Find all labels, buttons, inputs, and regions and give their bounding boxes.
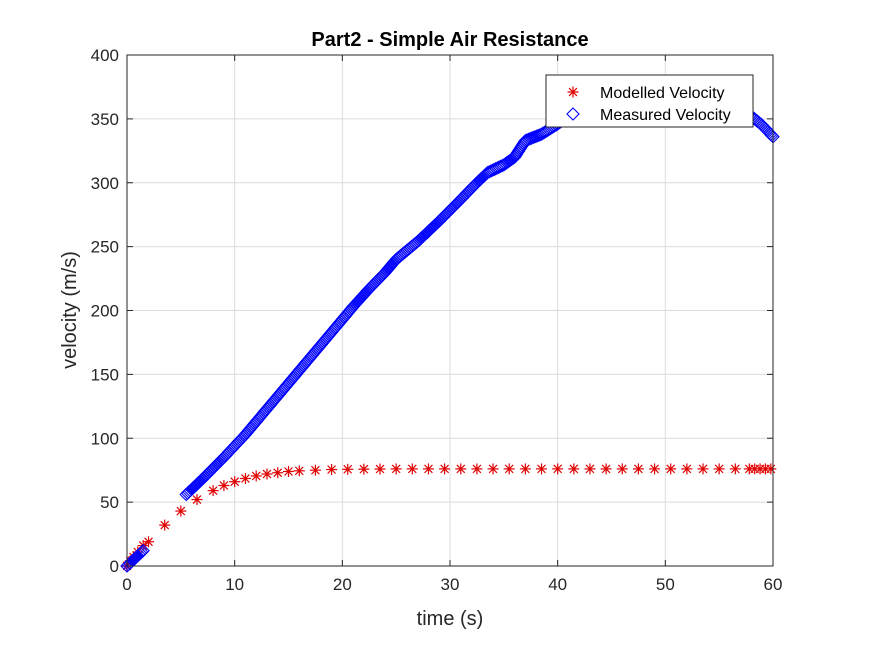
modelled-velocity-point: [697, 463, 709, 475]
modelled-velocity-point: [584, 463, 596, 475]
modelled-velocity-point: [342, 463, 354, 475]
modelled-velocity-point: [713, 463, 725, 475]
modelled-velocity-point: [568, 463, 580, 475]
x-tick-label: 60: [764, 575, 783, 594]
modelled-velocity-point: [283, 465, 294, 477]
modelled-velocity-point: [455, 463, 467, 475]
modelled-velocity-point: [250, 470, 262, 482]
y-tick-label: 100: [91, 429, 119, 448]
modelled-velocity-point: [552, 463, 564, 475]
x-axis-label: time (s): [417, 608, 484, 630]
modelled-velocity-point: [649, 463, 661, 475]
modelled-velocity-point: [390, 463, 402, 475]
legend-asterisk-shape: [567, 86, 579, 98]
modelled-velocity-point: [765, 463, 777, 475]
modelled-velocity-point: [261, 468, 273, 480]
legend-marker-asterisk: [567, 86, 579, 98]
modelled-velocity-point: [519, 463, 531, 475]
legend-diamond-shape: [566, 107, 580, 121]
modelled-velocity-point: [471, 463, 483, 475]
modelled-velocity-point: [229, 476, 241, 488]
modelled-velocity-point: [632, 463, 644, 475]
x-tick-label: 30: [441, 575, 460, 594]
modelled-velocity-point: [681, 463, 693, 475]
modelled-velocity-point: [137, 540, 149, 552]
modelled-velocity-point: [439, 463, 451, 475]
y-axis-label: velocity (m/s): [59, 251, 81, 369]
y-tick-label: 400: [91, 46, 119, 65]
y-tick-label: 50: [100, 493, 119, 512]
grid-lines: [127, 55, 773, 566]
measured-velocity-point: [136, 543, 150, 558]
modelled-velocity-point: [159, 519, 171, 531]
modelled-velocity-point: [272, 467, 284, 479]
x-tick-label: 0: [122, 575, 131, 594]
modelled-velocity-point: [422, 463, 434, 475]
legend-box: [545, 74, 754, 128]
y-tick-label: 200: [91, 302, 119, 321]
modelled-velocity-point: [729, 463, 741, 475]
modelled-velocity-point: [309, 464, 321, 476]
legend: Modelled Velocity Measured Velocity: [545, 74, 754, 128]
tick-labels-layer: 0 10 20 30 40 50 60 0 50 100 150 200 250 300 350 400: [91, 46, 783, 594]
y-tick-label: 300: [91, 174, 119, 193]
modelled-velocity-point: [175, 505, 187, 517]
modelled-velocity-point: [207, 485, 219, 497]
legend-label-modelled-velocity: Modelled Velocity: [600, 85, 725, 102]
x-tick-label: 50: [656, 575, 675, 594]
modelled-velocity-point: [616, 463, 628, 475]
measured-velocity-point: [495, 158, 509, 173]
y-tick-label: 350: [91, 110, 119, 129]
modelled-velocity-point: [487, 463, 499, 475]
modelled-velocity-point: [665, 463, 677, 475]
modelled-velocity-point: [503, 463, 515, 475]
ticks-layer: [126, 54, 774, 567]
modelled-velocity-point: [600, 463, 612, 475]
x-tick-label: 40: [548, 575, 567, 594]
modelled-velocity-point: [536, 463, 548, 475]
y-tick-label: 250: [91, 238, 119, 257]
y-tick-label: 150: [91, 365, 119, 384]
modelled-velocity-point: [358, 463, 370, 475]
legend-label-measured-velocity: Measured Velocity: [600, 107, 731, 124]
modelled-velocity-point: [293, 465, 305, 477]
modelled-velocity-point: [218, 480, 230, 492]
modelled-velocity-point: [191, 494, 203, 506]
y-tick-label: 0: [110, 557, 119, 576]
modelled-velocity-point: [406, 463, 418, 475]
modelled-velocity-point: [374, 463, 386, 475]
modelled-velocity-point: [326, 464, 338, 476]
modelled-velocity-point: [239, 472, 251, 484]
legend-marker-diamond: [566, 107, 580, 121]
x-tick-label: 10: [225, 575, 244, 594]
chart-title: Part2 - Simple Air Resistance: [311, 29, 588, 51]
x-tick-label: 20: [333, 575, 352, 594]
modelled-velocity-point: [143, 536, 155, 548]
